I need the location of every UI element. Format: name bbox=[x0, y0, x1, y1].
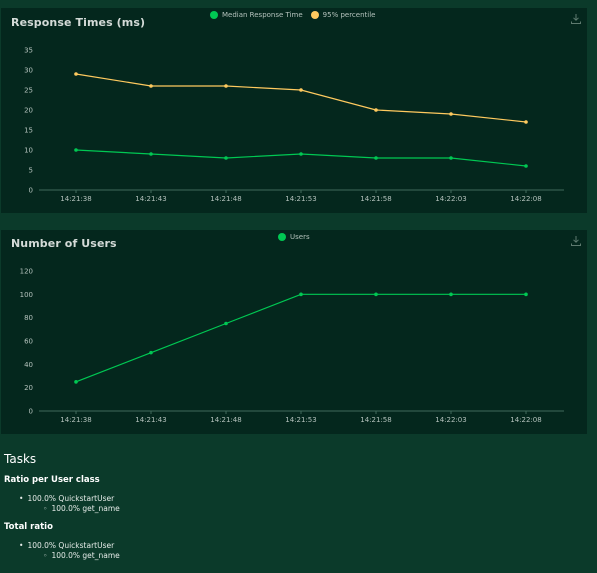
list-item: 100.0% QuickstartUser bbox=[19, 494, 584, 504]
list-subitem-label: 100.0% get_name bbox=[51, 551, 120, 560]
legend-median-dot bbox=[210, 11, 218, 19]
data-point-95-percentile bbox=[449, 112, 453, 116]
data-point-median-response-time bbox=[74, 148, 78, 152]
ratio-list: 100.0% QuickstartUser 100.0% get_name bbox=[19, 494, 584, 514]
list-item: 100.0% QuickstartUser bbox=[19, 541, 584, 551]
data-point-median-response-time bbox=[224, 156, 228, 160]
x-tick-label: 14:22:03 bbox=[435, 416, 466, 424]
y-tick-label: 35 bbox=[24, 47, 33, 55]
data-point-users bbox=[74, 380, 78, 384]
x-tick-label: 14:21:38 bbox=[60, 416, 91, 424]
legend-item-users[interactable]: Users bbox=[278, 233, 310, 241]
data-point-95-percentile bbox=[74, 72, 78, 76]
download-icon[interactable] bbox=[570, 235, 582, 247]
total-ratio-heading: Total ratio bbox=[4, 522, 53, 532]
number-of-users-chart: 0 20 40 60 80 100 120 14:21:38 14:21:43 14:21:48 1… bbox=[20, 268, 564, 424]
series-line-95-percentile bbox=[75, 73, 527, 123]
x-tick-label: 14:21:43 bbox=[135, 416, 166, 424]
data-point-users bbox=[374, 292, 378, 297]
total-ratio-list: 100.0% QuickstartUser 100.0% get_name bbox=[19, 541, 584, 561]
x-tick-label: 14:22:08 bbox=[510, 416, 541, 424]
y-tick-label: 80 bbox=[24, 314, 33, 322]
series-line-users bbox=[75, 293, 526, 383]
data-point-median-response-time bbox=[299, 152, 303, 156]
y-tick-label: 40 bbox=[24, 361, 33, 369]
download-icon[interactable] bbox=[570, 13, 582, 25]
x-tick-label: 14:22:08 bbox=[510, 195, 541, 203]
data-point-95-percentile bbox=[524, 120, 528, 124]
data-point-median-response-time bbox=[524, 164, 528, 168]
data-point-users bbox=[224, 321, 228, 326]
data-point-95-percentile bbox=[299, 88, 303, 92]
legend-p95-label: 95% percentile bbox=[322, 11, 376, 19]
y-tick-label: 10 bbox=[24, 147, 33, 155]
data-point-users bbox=[524, 292, 528, 297]
legend-item-p95[interactable]: 95% percentile bbox=[310, 11, 376, 19]
tasks-heading: Tasks bbox=[4, 452, 37, 466]
list-item-label: 100.0% QuickstartUser bbox=[27, 541, 115, 550]
x-tick-label: 14:21:53 bbox=[285, 195, 316, 203]
y-tick-label: 25 bbox=[24, 87, 33, 95]
data-point-users bbox=[149, 350, 153, 355]
legend-users-label: Users bbox=[290, 233, 310, 241]
data-point-median-response-time bbox=[374, 156, 378, 160]
data-point-95-percentile bbox=[224, 84, 228, 88]
data-point-users bbox=[299, 292, 303, 297]
legend-median-label: Median Response Time bbox=[222, 11, 303, 19]
legend-users-dot bbox=[278, 233, 286, 241]
response-times-chart: 0 5 10 15 20 25 30 35 14:21:38 14:21:43 14:21:48 14… bbox=[24, 47, 564, 203]
data-point-95-percentile bbox=[149, 84, 153, 88]
legend-p95-dot bbox=[310, 11, 319, 19]
x-tick-label: 14:21:58 bbox=[360, 195, 391, 203]
number-of-users-panel: 0 20 40 60 80 100 120 14:21:38 14:21:43 14:21:48 1… bbox=[1, 230, 587, 434]
y-tick-label: 20 bbox=[24, 107, 33, 115]
x-tick-label: 14:21:58 bbox=[360, 416, 391, 424]
x-tick-label: 14:21:48 bbox=[210, 195, 241, 203]
y-tick-label: 15 bbox=[24, 127, 33, 135]
y-tick-label: 5 bbox=[29, 167, 33, 175]
list-item-label: 100.0% QuickstartUser bbox=[27, 494, 115, 503]
number-of-users-title: Number of Users bbox=[11, 237, 117, 250]
list-subitem-label: 100.0% get_name bbox=[51, 504, 120, 513]
y-tick-label: 120 bbox=[20, 268, 33, 276]
y-tick-label: 20 bbox=[24, 384, 33, 392]
users-legend: Users bbox=[278, 233, 314, 241]
data-point-95-percentile bbox=[374, 108, 378, 112]
x-tick-label: 14:22:03 bbox=[435, 195, 466, 203]
y-tick-label: 60 bbox=[24, 338, 33, 346]
legend-item-median[interactable]: Median Response Time bbox=[210, 11, 303, 19]
y-tick-label: 0 bbox=[29, 408, 33, 416]
y-tick-label: 30 bbox=[24, 67, 33, 75]
response-times-panel: 0 5 10 15 20 25 30 35 14:21:38 14:21:43 14:21:48 14… bbox=[1, 8, 587, 213]
x-tick-label: 14:21:53 bbox=[285, 416, 316, 424]
response-times-legend: Median Response Time 95% percentile bbox=[210, 11, 379, 19]
ratio-per-user-class-heading: Ratio per User class bbox=[4, 475, 100, 485]
x-tick-label: 14:21:48 bbox=[210, 416, 241, 424]
list-subitem: 100.0% get_name bbox=[43, 504, 584, 514]
data-point-users bbox=[449, 292, 453, 297]
y-tick-label: 100 bbox=[20, 291, 33, 299]
x-tick-label: 14:21:43 bbox=[135, 195, 166, 203]
response-times-title: Response Times (ms) bbox=[11, 16, 146, 29]
y-tick-label: 0 bbox=[29, 187, 33, 195]
data-point-median-response-time bbox=[449, 156, 453, 160]
x-tick-label: 14:21:38 bbox=[60, 195, 91, 203]
data-point-median-response-time bbox=[149, 152, 153, 156]
list-subitem: 100.0% get_name bbox=[43, 551, 584, 561]
tasks-section: Tasks Ratio per User class 100.0% Quicks… bbox=[4, 452, 584, 561]
